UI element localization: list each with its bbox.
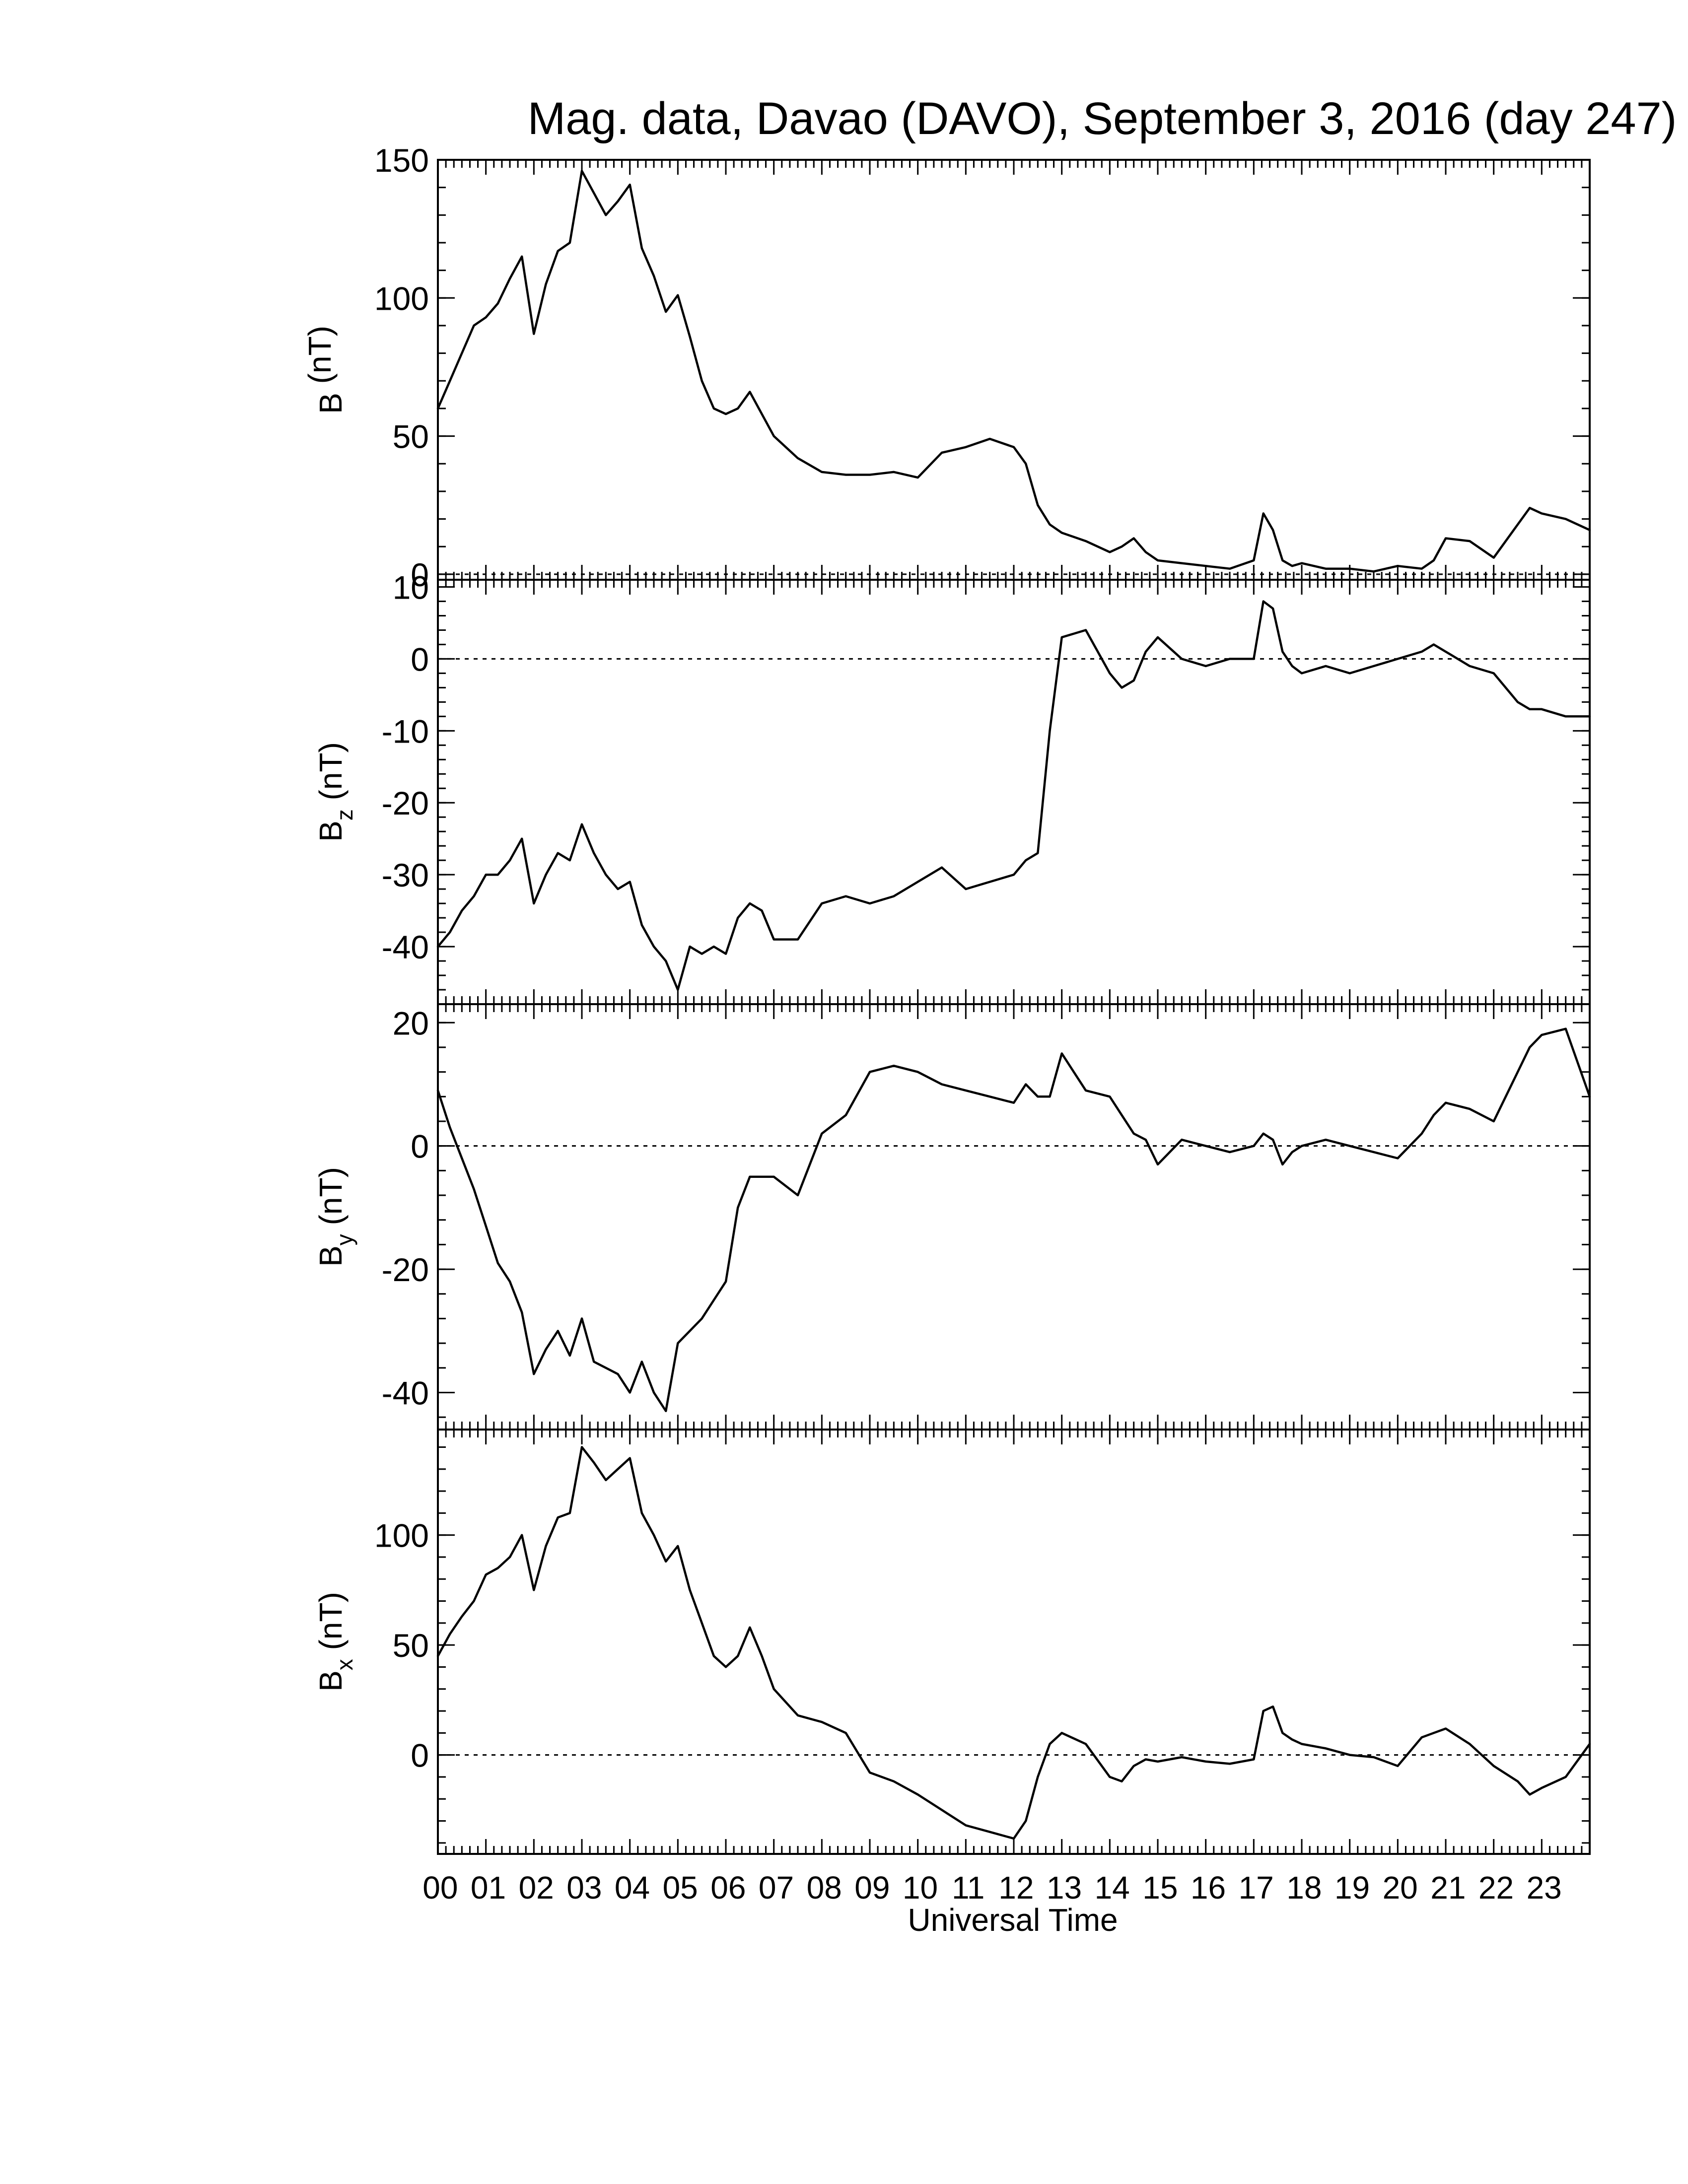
panel-bz-ytick-labels: -40 -30 -20 -10 0 10 xyxy=(382,569,429,965)
x-tick-label: 15 xyxy=(1142,1870,1178,1906)
x-tick-label: 12 xyxy=(998,1870,1034,1906)
y-tick-label: 150 xyxy=(374,142,429,179)
panel-b-total-ylabel: B (nT) xyxy=(302,326,349,414)
y-tick-label: -20 xyxy=(382,1251,429,1288)
panel-b-total-frame xyxy=(437,159,1591,581)
panel-bx-ylabel-main: B xyxy=(313,1670,349,1692)
x-tick-label: 17 xyxy=(1239,1870,1274,1906)
panel-bz-ylabel-sub: z xyxy=(332,809,357,820)
panel-by-frame xyxy=(437,1003,1591,1431)
panel-b-total-ytick-labels: 0 50 100 150 xyxy=(374,142,429,593)
x-tick-label: 10 xyxy=(903,1870,938,1906)
y-tick-label: 10 xyxy=(393,569,429,606)
x-tick-label: 06 xyxy=(710,1870,746,1906)
x-tick-label: 20 xyxy=(1383,1870,1418,1906)
panel-bz-ylabel: Bz (nT) xyxy=(313,742,357,842)
x-tick-label: 21 xyxy=(1430,1870,1466,1906)
x-tick-label: 14 xyxy=(1095,1870,1130,1906)
x-axis-label: Universal Time xyxy=(908,1902,1118,1938)
panel-b-total-ylabel-unit: (nT) xyxy=(302,326,338,393)
panel-by-trace xyxy=(436,1027,1591,1412)
panel-bx-ylabel-sub: x xyxy=(332,1659,357,1670)
x-tick-label: 02 xyxy=(519,1870,554,1906)
chart-title: Mag. data, Davao (DAVO), September 3, 20… xyxy=(528,93,1677,144)
x-tick-label: 18 xyxy=(1286,1870,1322,1906)
x-tick-label: 08 xyxy=(807,1870,842,1906)
x-tick-label: 19 xyxy=(1335,1870,1370,1906)
x-tick-label: 16 xyxy=(1191,1870,1226,1906)
panel-by-ylabel-unit: (nT) xyxy=(313,1167,349,1234)
y-tick-label: 100 xyxy=(374,1517,429,1554)
panel-bx-ylabel-unit: (nT) xyxy=(313,1592,349,1659)
panel-by-ylabel-sub: y xyxy=(332,1234,357,1245)
y-tick-label: 50 xyxy=(393,418,429,455)
panel-bz-trace xyxy=(436,600,1591,991)
x-tick-label: 07 xyxy=(759,1870,794,1906)
y-tick-label: -40 xyxy=(382,1374,429,1411)
panel-b-total-ylabel-main: B xyxy=(313,393,349,414)
x-tick-label: 22 xyxy=(1478,1870,1514,1906)
panel-bz-ticks xyxy=(437,580,1591,1005)
panel-bx-ylabel: Bx (nT) xyxy=(313,1592,357,1692)
x-tick-label: 00 xyxy=(422,1870,458,1906)
y-tick-label: -20 xyxy=(382,785,429,821)
panel-bz-ylabel-main: B xyxy=(313,820,349,842)
panel-bx-trace xyxy=(436,1446,1591,1840)
y-tick-label: 0 xyxy=(411,556,429,593)
panel-by-ylabel-main: B xyxy=(313,1245,349,1267)
panel-bz-ylabel-unit: (nT) xyxy=(313,742,349,809)
panel-b-total: 0 50 100 150 B (nT) xyxy=(302,142,1591,593)
panel-by-ticks xyxy=(437,1004,1591,1430)
panel-by-ylabel: By (nT) xyxy=(313,1167,357,1267)
panel-bx-ticks xyxy=(437,1430,1591,1854)
y-tick-label: -10 xyxy=(382,713,429,750)
panel-bz-frame xyxy=(437,579,1591,1005)
x-tick-label: 13 xyxy=(1047,1870,1082,1906)
x-tick-label: 23 xyxy=(1527,1870,1562,1906)
x-tick-label: 03 xyxy=(566,1870,602,1906)
panel-bx: 0 50 100 Bx (nT) xyxy=(313,1429,1591,1855)
y-tick-label: -30 xyxy=(382,857,429,893)
panel-b-total-ticks xyxy=(437,159,1591,580)
x-tick-label: 05 xyxy=(663,1870,698,1906)
panel-bx-ytick-labels: 0 50 100 xyxy=(374,1517,429,1774)
x-tick-label: 11 xyxy=(952,1870,985,1906)
panel-by: -40 -20 0 20 By (nT) xyxy=(313,1003,1591,1431)
x-tick-label: 01 xyxy=(471,1870,506,1906)
y-tick-label: 0 xyxy=(411,641,429,678)
panel-b-total-trace xyxy=(436,170,1591,573)
y-tick-label: 50 xyxy=(393,1627,429,1664)
y-tick-label: -40 xyxy=(382,929,429,965)
panel-bz: -40 -30 -20 -10 0 10 Bz (nT) xyxy=(313,569,1591,1005)
y-tick-label: 20 xyxy=(393,1005,429,1041)
y-tick-label: 0 xyxy=(411,1128,429,1165)
x-tick-label: 04 xyxy=(615,1870,650,1906)
panel-bx-frame xyxy=(437,1429,1591,1855)
y-tick-label: 0 xyxy=(411,1737,429,1774)
y-tick-label: 100 xyxy=(374,280,429,317)
x-tick-label: 09 xyxy=(854,1870,890,1906)
panel-by-ytick-labels: -40 -20 0 20 xyxy=(382,1005,429,1411)
x-tick-labels: 00 01 02 03 04 05 06 07 08 09 10 11 12 13 14 15 16 17 18 19… xyxy=(422,1870,1562,1906)
